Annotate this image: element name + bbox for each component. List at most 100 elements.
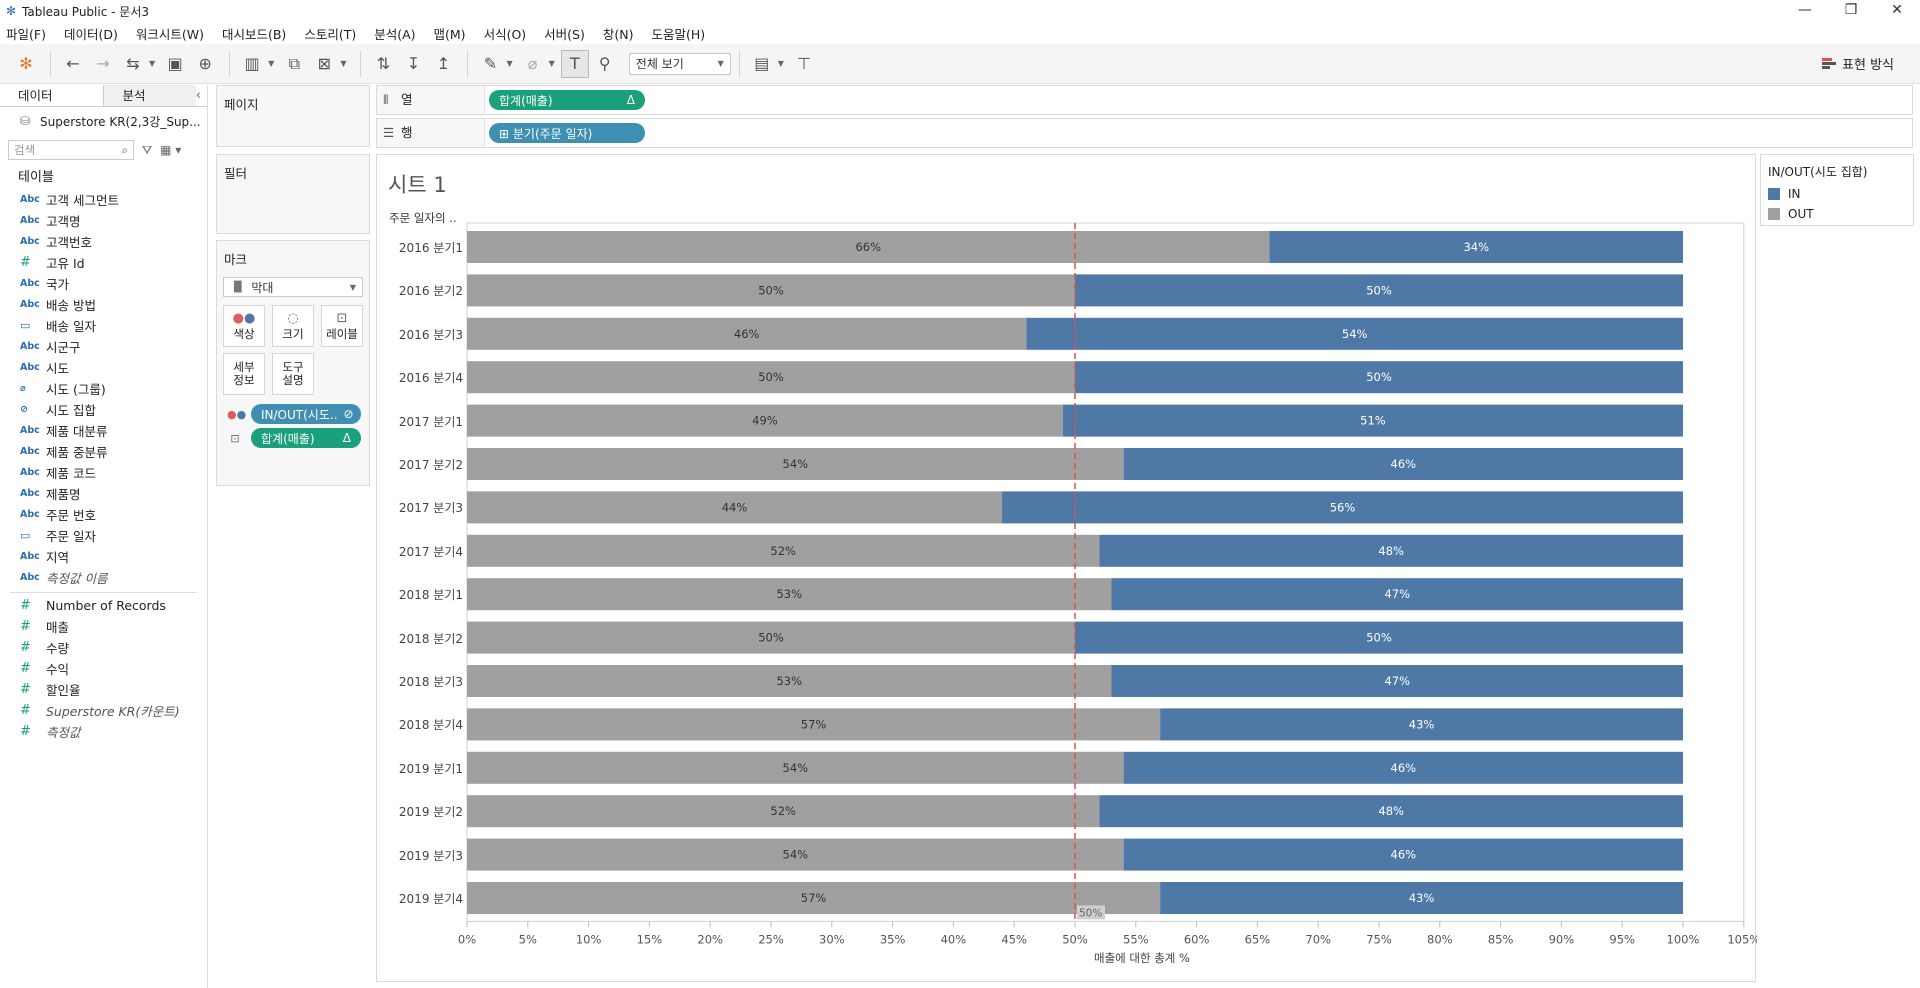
bar-out[interactable] <box>467 795 1100 828</box>
bar-out[interactable] <box>467 534 1100 567</box>
highlight-icon[interactable]: ✎ <box>483 54 498 73</box>
menu-format[interactable]: 서식(O) <box>483 26 527 42</box>
menu-story[interactable]: 스토리(T) <box>304 26 357 42</box>
field-item[interactable]: Abc 시군구 <box>0 336 207 357</box>
bar-in[interactable] <box>1026 317 1683 350</box>
bar-out[interactable] <box>467 665 1112 697</box>
label-button[interactable]: ⊡ 레이블 <box>321 305 363 347</box>
menu-help[interactable]: 도움말(H) <box>651 26 706 42</box>
menu-worksheet[interactable]: 워크시트(W) <box>135 26 204 42</box>
field-item[interactable]: Abc 국가 <box>0 273 207 294</box>
group-icon[interactable]: ⌀ <box>527 54 538 73</box>
sum-sales-label-pill[interactable]: 합계(매출) Δ <box>251 428 361 448</box>
close-button[interactable]: ✕ <box>1891 2 1903 18</box>
bar-out[interactable] <box>467 838 1124 871</box>
swap-rows-columns-icon[interactable]: ⇅ <box>376 54 391 73</box>
field-search-input[interactable]: 검색 ⌕ <box>8 140 134 160</box>
measure-item[interactable]: # 측정값 <box>0 721 207 742</box>
field-item[interactable]: # 고유 Id <box>0 252 207 273</box>
size-button[interactable]: ◌ 크기 <box>272 305 314 347</box>
sort-descending-icon[interactable]: ↥ <box>436 54 451 73</box>
presentation-mode-icon[interactable]: ⊤ <box>796 54 811 73</box>
field-item[interactable]: Abc 제품명 <box>0 483 207 504</box>
bar-in[interactable] <box>1062 404 1683 437</box>
minimize-button[interactable]: — <box>1798 2 1812 18</box>
tableau-home-icon[interactable]: ✻ <box>19 54 33 73</box>
new-datasource-icon[interactable]: ⊕ <box>198 54 212 73</box>
bar-in[interactable] <box>1123 838 1683 871</box>
group-dropdown-icon[interactable]: ▼ <box>548 59 555 68</box>
rows-quarter-pill[interactable]: ⊞ 분기(주문 일자) <box>489 123 645 143</box>
field-item[interactable]: Abc 고객번호 <box>0 231 207 252</box>
measure-item[interactable]: # 매출 <box>0 616 207 637</box>
datasource-item[interactable]: ⛁ Superstore KR(2,3강_Sup... <box>0 107 207 135</box>
bar-in[interactable] <box>1123 751 1683 784</box>
bar-in[interactable] <box>1111 578 1683 611</box>
field-item[interactable]: ⌀ 시도 (그룹) <box>0 378 207 399</box>
bar-in[interactable] <box>1269 231 1683 263</box>
inout-set-pill[interactable]: IN/OUT(시도.. ⊘ <box>251 404 361 424</box>
columns-shelf[interactable]: ⦀ 열 합계(매출) Δ <box>376 85 1913 115</box>
tab-data[interactable]: 데이터 <box>18 88 53 103</box>
bar-out[interactable] <box>467 274 1075 307</box>
show-cards-dropdown-icon[interactable]: ▼ <box>777 59 784 68</box>
field-item[interactable]: Abc 시도 <box>0 357 207 378</box>
pin-axes-icon[interactable]: ⚲ <box>598 54 611 73</box>
bar-out[interactable] <box>467 404 1063 437</box>
menu-analysis[interactable]: 분석(A) <box>374 26 416 42</box>
show-labels-icon[interactable]: T <box>560 49 589 78</box>
new-worksheet-dropdown-icon[interactable]: ▼ <box>268 59 275 68</box>
bar-in[interactable] <box>1123 448 1683 480</box>
tab-analysis[interactable]: 분석 <box>103 85 196 106</box>
legend-item-out[interactable]: OUT <box>1761 204 1913 224</box>
columns-sum-sales-pill[interactable]: 합계(매출) Δ <box>489 90 645 110</box>
bar-out[interactable] <box>467 751 1124 784</box>
measure-item[interactable]: # Superstore KR(카운트) <box>0 700 207 721</box>
field-item[interactable]: Abc 제품 코드 <box>0 462 207 483</box>
menu-file[interactable]: 파일(F) <box>6 26 46 42</box>
show-me-button[interactable]: 표현 방식 <box>1822 54 1894 73</box>
menu-dashboard[interactable]: 대시보드(B) <box>221 26 287 42</box>
redo-icon[interactable]: → <box>96 54 110 73</box>
sort-ascending-icon[interactable]: ↧ <box>406 54 421 73</box>
bar-out[interactable] <box>467 231 1270 263</box>
bar-in[interactable] <box>1002 491 1683 524</box>
field-item[interactable]: Abc 고객 세그먼트 <box>0 189 207 210</box>
field-item[interactable]: Abc 지역 <box>0 546 207 567</box>
bar-in[interactable] <box>1075 621 1683 654</box>
field-item[interactable]: ▭ 주문 일자 <box>0 525 207 546</box>
highlight-dropdown-icon[interactable]: ▼ <box>506 59 513 68</box>
menu-map[interactable]: 맵(M) <box>433 26 466 42</box>
swap-dropdown-icon[interactable]: ▼ <box>149 59 156 68</box>
menu-window[interactable]: 창(N) <box>602 26 634 42</box>
pages-card[interactable]: 페이지 <box>216 85 370 147</box>
field-item[interactable]: Abc 주문 번호 <box>0 504 207 525</box>
bar-out[interactable] <box>467 708 1161 741</box>
save-icon[interactable]: ▣ <box>167 54 183 73</box>
bar-in[interactable] <box>1075 361 1683 394</box>
bar-out[interactable] <box>467 491 1003 524</box>
undo-icon[interactable]: ← <box>66 54 80 73</box>
tooltip-button[interactable]: 도구 설명 <box>272 353 314 395</box>
field-item[interactable]: Abc 제품 대분류 <box>0 420 207 441</box>
measure-item[interactable]: # 수량 <box>0 637 207 658</box>
bar-out[interactable] <box>467 578 1112 611</box>
rows-shelf[interactable]: ☰ 행 ⊞ 분기(주문 일자) <box>376 118 1913 148</box>
field-item[interactable]: ⊘ 시도 집합 <box>0 399 207 420</box>
field-item[interactable]: Abc 배송 방법 <box>0 294 207 315</box>
new-worksheet-icon[interactable]: ▥ <box>244 54 260 73</box>
bar-out[interactable] <box>467 317 1027 350</box>
bar-in[interactable] <box>1075 274 1683 307</box>
measure-item[interactable]: # 할인율 <box>0 679 207 700</box>
filter-icon[interactable]: ⛛ <box>142 142 153 157</box>
bar-out[interactable] <box>467 621 1075 654</box>
view-options-icon[interactable]: ▦ ▾ <box>160 143 182 157</box>
legend-item-in[interactable]: IN <box>1761 184 1913 204</box>
detail-button[interactable]: 세부 정보 <box>223 353 265 395</box>
clear-sheet-icon[interactable]: ⊠ <box>317 54 332 73</box>
clear-dropdown-icon[interactable]: ▼ <box>340 59 347 68</box>
menu-server[interactable]: 서버(S) <box>544 26 585 42</box>
bar-in[interactable] <box>1160 882 1683 914</box>
bar-out[interactable] <box>467 361 1075 394</box>
collapse-pane-icon[interactable]: ‹ <box>195 88 201 103</box>
